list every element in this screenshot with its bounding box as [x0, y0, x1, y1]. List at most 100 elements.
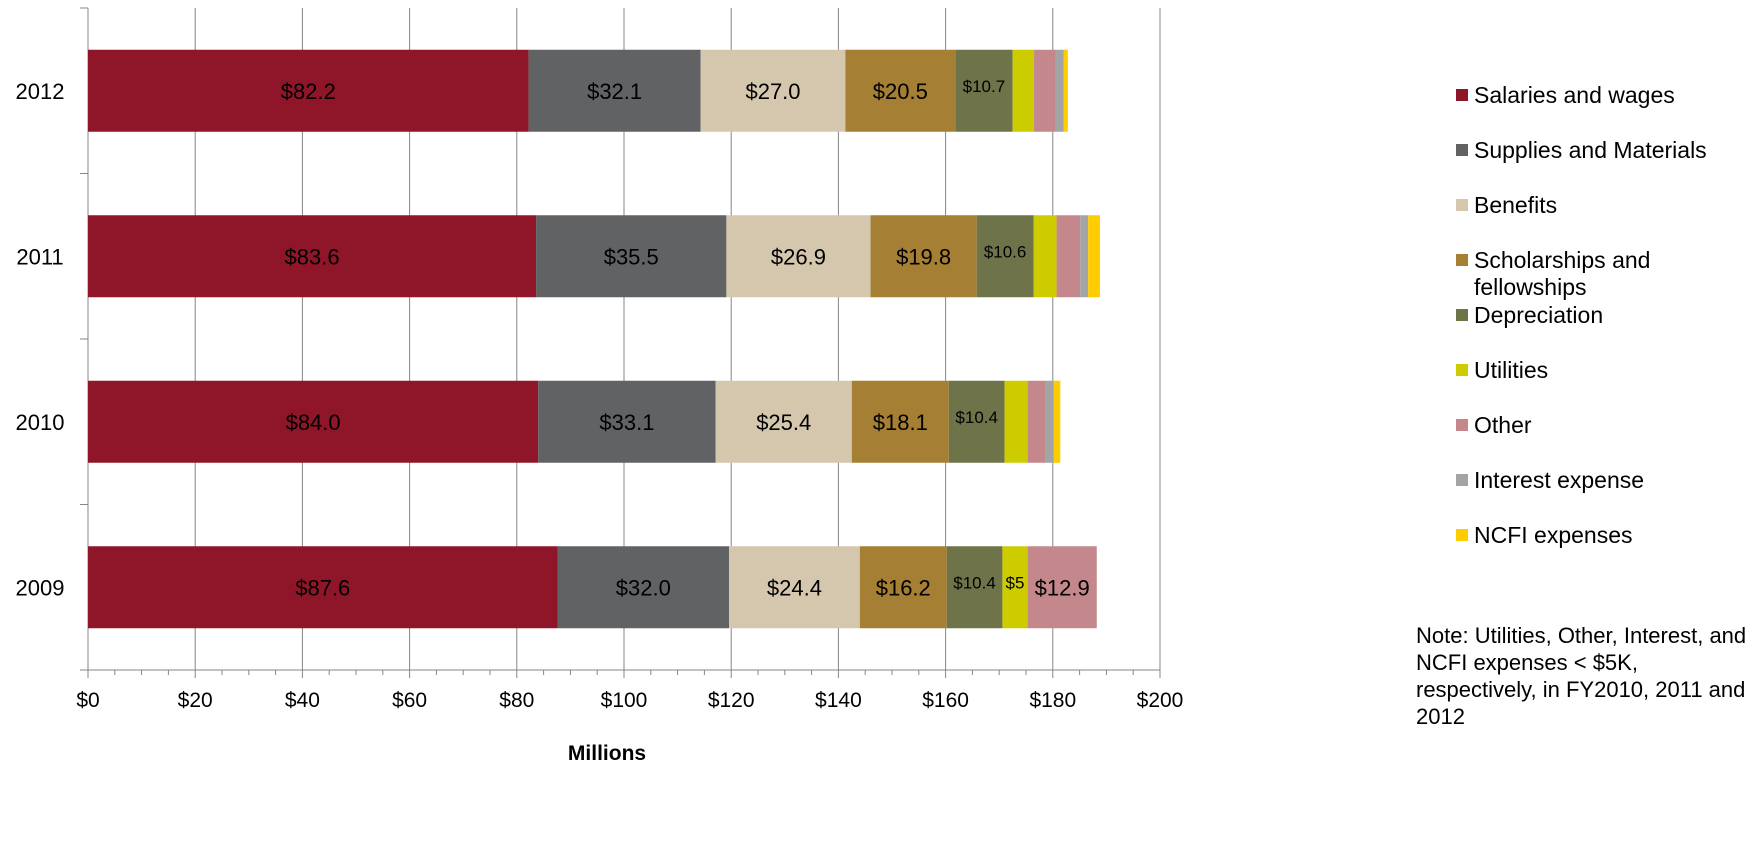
- legend-label: Utilities: [1474, 357, 1549, 383]
- data-label: $32.0: [616, 575, 671, 600]
- x-tick-label: $200: [1137, 689, 1184, 712]
- data-label: $10.7: [963, 77, 1006, 96]
- bar-segment: [870, 215, 977, 298]
- legend-item: Salaries and wages: [1456, 82, 1734, 109]
- data-label: $5: [1006, 573, 1025, 592]
- bar-segment: [729, 546, 860, 629]
- bar-segment: [851, 380, 949, 463]
- bar-segment: [1056, 215, 1081, 298]
- data-label: $26.9: [771, 244, 826, 269]
- x-tick-label: $120: [708, 689, 755, 712]
- bar-segment: [948, 380, 1005, 463]
- x-tick-label: $60: [392, 689, 427, 712]
- bar-segment: [557, 546, 730, 629]
- legend-item: Other: [1456, 412, 1734, 439]
- y-tick-label: 2009: [16, 575, 65, 600]
- bar-segment: [1053, 380, 1061, 463]
- data-label: $18.1: [873, 410, 928, 435]
- legend-label: NCFI expenses: [1474, 522, 1633, 548]
- legend-swatch: [1456, 254, 1468, 266]
- bar-segment: [859, 546, 947, 629]
- data-label: $20.5: [873, 79, 928, 104]
- legend-item: Supplies and Materials: [1456, 137, 1734, 164]
- bar-segment: [88, 49, 529, 132]
- legend-item: Depreciation: [1456, 302, 1734, 329]
- chart-note: Note: Utilities, Other, Interest, and NC…: [1416, 623, 1747, 729]
- x-tick-label: $20: [178, 689, 213, 712]
- legend-swatch: [1456, 364, 1468, 376]
- x-tick-label: $40: [285, 689, 320, 712]
- data-label: $33.1: [599, 410, 654, 435]
- bar-segment: [88, 380, 539, 463]
- bar-segment: [1033, 215, 1057, 298]
- data-label: $10.4: [953, 573, 996, 592]
- bar-segment: [946, 546, 1003, 629]
- legend-swatch: [1456, 89, 1468, 101]
- data-label: $27.0: [745, 79, 800, 104]
- legend-swatch: [1456, 309, 1468, 321]
- x-tick-label: $100: [601, 689, 648, 712]
- bar-segment: [1027, 546, 1097, 629]
- legend-label: Interest expense: [1474, 467, 1645, 493]
- data-label: $10.4: [955, 408, 998, 427]
- x-tick-label: $180: [1029, 689, 1076, 712]
- data-label: $87.6: [295, 575, 350, 600]
- y-tick-label: 2012: [16, 79, 65, 104]
- bar-segment: [88, 215, 537, 298]
- bar-segment: [715, 380, 852, 463]
- bar-segment: [700, 49, 846, 132]
- legend-item: Utilities: [1456, 357, 1734, 384]
- data-label: $16.2: [876, 575, 931, 600]
- bar-segment: [1034, 49, 1056, 132]
- data-label: $82.2: [281, 79, 336, 104]
- data-label: $35.5: [604, 244, 659, 269]
- data-label: $10.6: [984, 242, 1027, 261]
- bar-segment: [955, 49, 1013, 132]
- legend-label: Supplies and Materials: [1474, 137, 1707, 163]
- data-label: $25.4: [756, 410, 811, 435]
- legend-swatch: [1456, 474, 1468, 486]
- legend-label: Salaries and wages: [1474, 82, 1675, 108]
- x-tick-label: $160: [922, 689, 969, 712]
- y-tick-label: 2010: [16, 410, 65, 435]
- bar-segment: [1012, 49, 1035, 132]
- bar-segment: [1002, 546, 1028, 629]
- bar-segment: [528, 49, 701, 132]
- x-tick-label: $80: [499, 689, 534, 712]
- legend-swatch: [1456, 199, 1468, 211]
- legend-label: Scholarships and fellowships: [1474, 247, 1651, 300]
- data-label: $32.1: [587, 79, 642, 104]
- x-tick-label: $0: [76, 689, 99, 712]
- bar-segment: [536, 215, 727, 298]
- x-axis-title: Millions: [568, 742, 646, 765]
- bar-segment: [1027, 380, 1046, 463]
- legend-item: Interest expense: [1456, 467, 1734, 494]
- bar-segment: [1004, 380, 1028, 463]
- bar-segment: [726, 215, 871, 298]
- bar-segment: [88, 546, 558, 629]
- y-tick-label: 2011: [16, 244, 63, 269]
- bar-segment: [976, 215, 1034, 298]
- bar-segment: [1063, 49, 1068, 132]
- x-tick-label: $140: [815, 689, 862, 712]
- legend-label: Other: [1474, 412, 1532, 438]
- legend-swatch: [1456, 529, 1468, 541]
- data-label: $24.4: [767, 575, 822, 600]
- data-label: $12.9: [1035, 575, 1090, 600]
- bar-segment: [1080, 215, 1089, 298]
- data-label: $83.6: [285, 244, 340, 269]
- legend-item: NCFI expenses: [1456, 522, 1734, 549]
- legend-label: Depreciation: [1474, 302, 1604, 328]
- legend-swatch: [1456, 419, 1468, 431]
- bar-segment: [845, 49, 956, 132]
- bar-segment: [1055, 49, 1064, 132]
- bar-segment: [1088, 215, 1100, 298]
- legend-item: Benefits: [1456, 192, 1734, 219]
- bar-segment: [1045, 380, 1054, 463]
- legend-item: Scholarships and fellowships: [1456, 247, 1684, 301]
- bar-segment: [538, 380, 716, 463]
- data-label: $84.0: [286, 410, 341, 435]
- legend-swatch: [1456, 144, 1468, 156]
- data-label: $19.8: [896, 244, 951, 269]
